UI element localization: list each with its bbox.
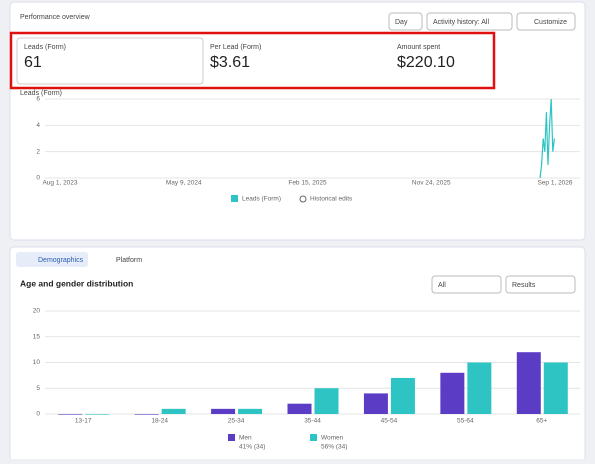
button-label[interactable]: Customize <box>534 19 567 26</box>
bar <box>543 362 568 414</box>
button-label[interactable]: Day <box>395 19 408 26</box>
panel-title: Performance overview <box>20 14 91 21</box>
bar <box>314 388 339 414</box>
x-tick-label: 13-17 <box>75 418 92 425</box>
dropdown-label[interactable]: All <box>438 282 446 289</box>
y-tick-label: 15 <box>33 333 41 340</box>
line <box>539 98 555 179</box>
legend-label: Men <box>239 435 252 442</box>
section-title: Age and gender distribution <box>20 278 133 288</box>
metric-label: Leads (Form) <box>24 44 66 51</box>
legend-detail: 56% (34) <box>321 444 347 451</box>
bar <box>363 393 388 414</box>
dropdown[interactable] <box>505 275 576 294</box>
bar <box>85 414 110 415</box>
legend-label: Leads (Form) <box>242 196 281 203</box>
y-tick-label: 20 <box>33 308 41 315</box>
chart-title: Leads (Form) <box>20 90 62 97</box>
y-tick-label: 0 <box>36 411 40 418</box>
metric-value: 61 <box>24 54 42 71</box>
y-tick-label: 4 <box>36 122 40 129</box>
y-tick-label: 10 <box>33 359 41 366</box>
x-tick-label: 25-34 <box>228 418 245 425</box>
bar <box>238 408 263 414</box>
button[interactable] <box>388 12 423 31</box>
legend-swatch <box>228 434 235 441</box>
x-tick-label: May 9, 2024 <box>166 180 202 187</box>
x-tick-label: Nov 24, 2025 <box>412 180 451 187</box>
y-tick-label: 5 <box>36 385 40 392</box>
bar <box>440 372 465 414</box>
x-tick-label: 55-64 <box>457 418 474 425</box>
bar <box>287 403 312 414</box>
button[interactable] <box>426 12 513 31</box>
tab-label[interactable]: Demographics <box>38 257 84 264</box>
x-tick-label: Aug 1, 2023 <box>42 180 77 187</box>
button[interactable] <box>516 12 576 31</box>
tab-label[interactable]: Platform <box>116 257 142 264</box>
bar <box>211 408 236 414</box>
x-tick-label: Feb 15, 2025 <box>288 180 327 187</box>
legend-label: Women <box>321 435 344 442</box>
bar <box>467 362 492 414</box>
x-tick-label: Sep 1, 2026 <box>537 180 572 187</box>
bar <box>516 352 541 414</box>
y-tick-label: 0 <box>36 175 40 182</box>
metric-label: Amount spent <box>397 44 440 51</box>
bar <box>134 414 159 415</box>
bar <box>161 408 186 414</box>
metric-value: $220.10 <box>397 54 455 71</box>
legend-swatch <box>231 195 238 202</box>
legend-icon <box>299 195 307 203</box>
metric-label: Per Lead (Form) <box>210 44 261 51</box>
dropdown[interactable] <box>431 275 502 294</box>
x-tick-label: 65+ <box>536 418 547 425</box>
highlight <box>9 31 496 90</box>
metric-value: $3.61 <box>210 54 250 71</box>
y-tick-label: 2 <box>36 148 40 155</box>
x-tick-label: 45-54 <box>381 418 398 425</box>
x-tick-label: 35-44 <box>304 418 321 425</box>
y-tick-label: 6 <box>36 96 40 103</box>
button-label[interactable]: Activity history: All <box>433 19 489 26</box>
x-tick-label: 18-24 <box>151 418 168 425</box>
metric-box <box>16 37 204 85</box>
bar <box>390 377 415 414</box>
legend-detail: 41% (34) <box>239 444 265 451</box>
bar <box>58 414 83 415</box>
legend-label: Historical edits <box>310 196 353 203</box>
tab[interactable] <box>16 252 88 267</box>
dropdown-label[interactable]: Results <box>512 282 536 289</box>
legend-swatch <box>310 434 317 441</box>
